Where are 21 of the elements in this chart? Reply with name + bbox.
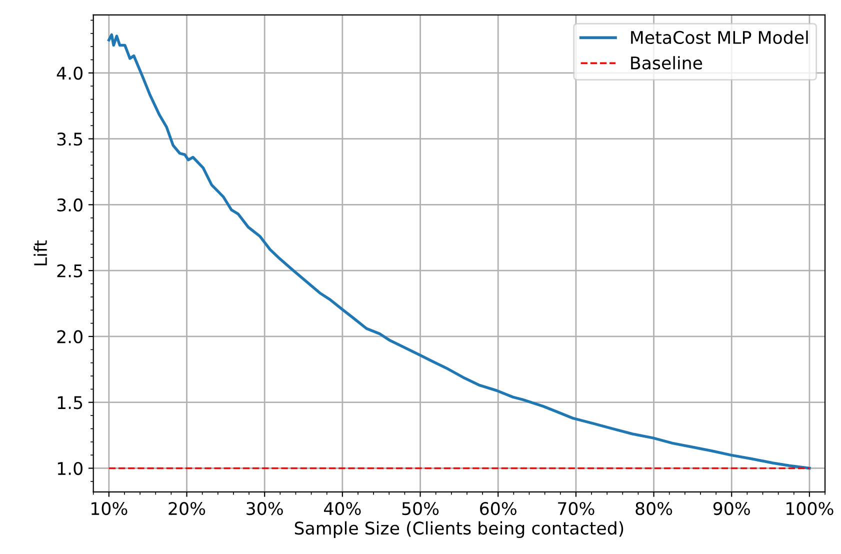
y-tick-label: 4.0 (56, 66, 82, 80)
x-tick-label: 50% (402, 502, 439, 516)
x-tick-label: 80% (636, 502, 672, 516)
legend-label: MetaCost MLP Model (631, 30, 808, 44)
y-tick-label: 2.5 (57, 264, 82, 278)
x-tick-label: 90% (713, 502, 750, 516)
x-tick-label: 70% (558, 502, 594, 516)
x-tick-label: 30% (246, 502, 283, 516)
y-tick-label: 1.5 (58, 396, 82, 410)
x-tick-label: 100% (786, 502, 834, 516)
y-tick-label: 3.0 (57, 198, 82, 212)
legend-label: Baseline (631, 56, 702, 70)
y-tick-label: 1.0 (58, 462, 82, 476)
x-axis-title: Sample Size (Clients being contacted) (294, 521, 624, 538)
x-tick-label: 40% (324, 502, 361, 516)
y-tick-label: 2.0 (57, 330, 82, 344)
y-tick-label: 3.5 (57, 132, 82, 146)
x-tick-label: 20% (168, 502, 206, 516)
x-tick-label: 60% (480, 502, 516, 516)
y-axis-title: Lift (34, 240, 47, 266)
x-tick-label: 10% (92, 502, 128, 516)
